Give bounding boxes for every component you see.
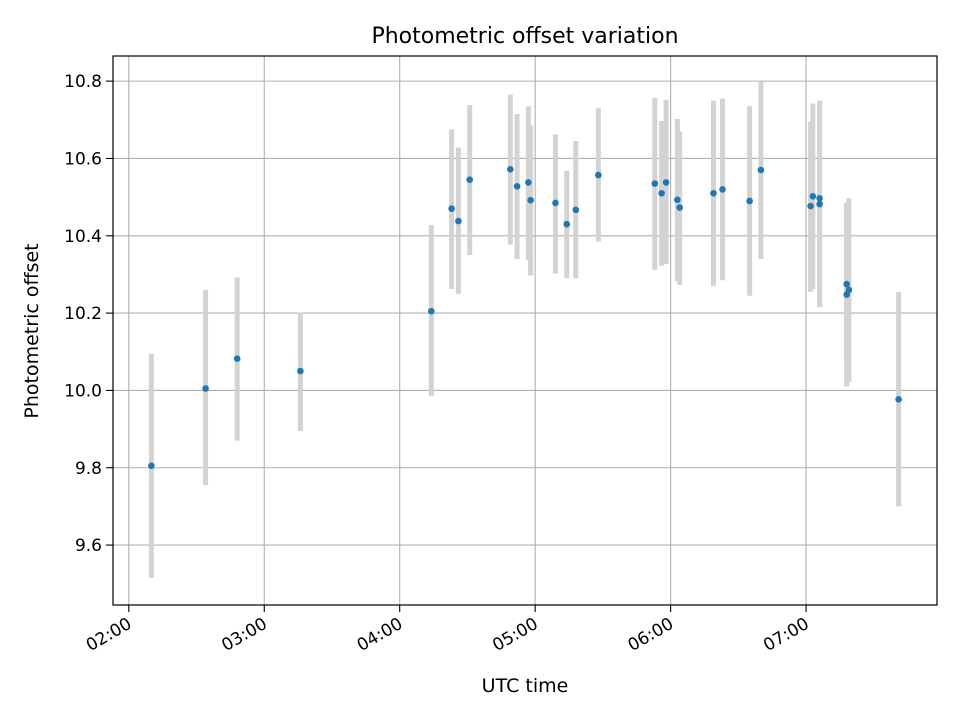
x-tick-label: 05:00 — [489, 614, 541, 656]
data-point — [674, 196, 681, 204]
data-point — [757, 166, 765, 174]
data-point — [525, 179, 532, 186]
data-point — [658, 189, 665, 197]
x-tick-label: 06:00 — [625, 614, 677, 656]
data-point — [148, 462, 155, 470]
data-point — [895, 396, 902, 403]
data-point — [651, 180, 659, 187]
data-point — [466, 176, 473, 184]
data-point — [843, 280, 850, 288]
grid-lines — [113, 56, 937, 605]
data-point — [719, 186, 726, 193]
data-points — [148, 165, 902, 470]
y-tick-label: 10.0 — [64, 381, 102, 401]
data-point — [507, 165, 514, 173]
data-point — [563, 220, 571, 228]
y-tick-label: 10.6 — [64, 149, 102, 169]
data-point — [572, 206, 580, 214]
data-point — [297, 367, 304, 375]
x-tick-label: 02:00 — [83, 614, 135, 656]
data-point — [816, 200, 823, 208]
data-point — [809, 193, 817, 200]
data-point — [807, 202, 814, 210]
plot-frame — [112, 55, 938, 606]
data-point — [233, 355, 241, 363]
data-point — [428, 307, 435, 315]
y-tick-label: 10.8 — [64, 72, 102, 92]
y-axis-label: Photometric offset — [21, 243, 43, 418]
data-point — [816, 194, 823, 202]
data-point — [845, 286, 853, 294]
y-tick-label: 9.6 — [75, 536, 102, 556]
data-point — [676, 204, 683, 211]
x-axis-label: UTC time — [482, 675, 569, 697]
data-point — [513, 182, 521, 190]
data-point — [746, 197, 753, 205]
x-tick-label: 07:00 — [760, 614, 812, 656]
x-axis: 02:00 03:00 04:00 05:00 06:00 07:00 — [83, 605, 813, 656]
data-point — [710, 189, 717, 197]
data-point — [448, 205, 455, 213]
y-tick-label: 9.8 — [75, 459, 102, 479]
data-point — [202, 385, 209, 392]
data-point — [552, 199, 559, 207]
data-point — [662, 179, 670, 186]
y-axis: 9.6 9.8 10.0 10.2 10.4 10.6 10.8 — [64, 72, 113, 556]
data-point — [455, 217, 462, 225]
x-tick-label: 04:00 — [354, 614, 406, 656]
error-bars — [148, 81, 902, 578]
x-tick-label: 03:00 — [218, 614, 270, 656]
chart-title: Photometric offset variation — [371, 24, 678, 49]
data-point — [595, 171, 602, 179]
y-tick-label: 10.4 — [64, 227, 102, 247]
data-point — [527, 196, 534, 204]
y-tick-label: 10.2 — [64, 304, 102, 324]
